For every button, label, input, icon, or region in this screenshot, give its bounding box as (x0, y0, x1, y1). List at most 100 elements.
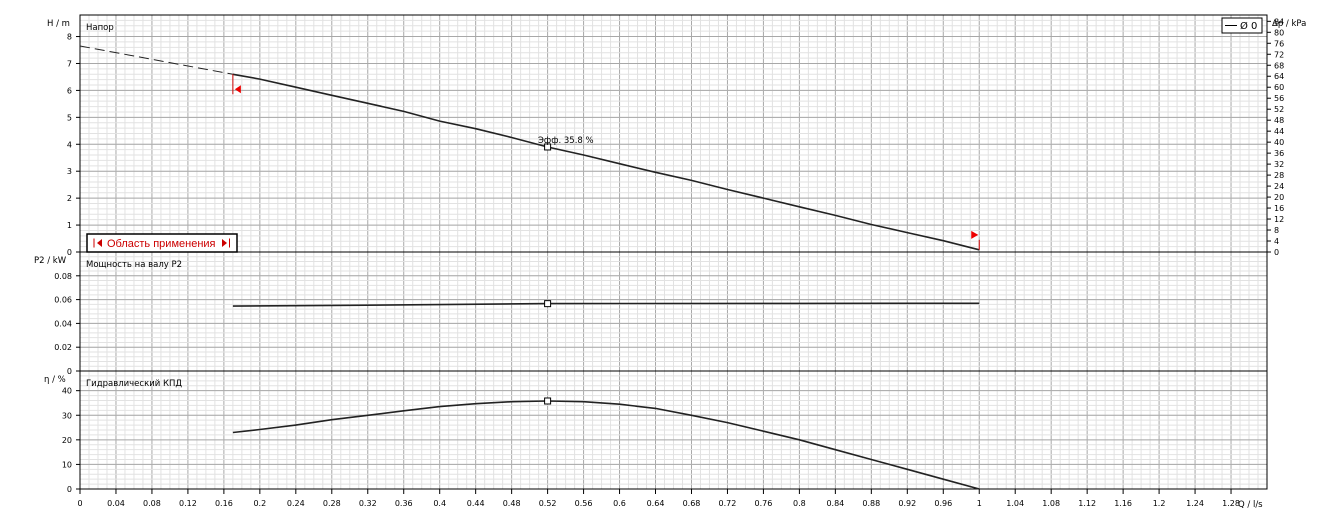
y-tick-label: 0 (67, 248, 72, 257)
x-tick-label: 0.52 (539, 499, 557, 508)
legend-label: Ø 0 (1240, 20, 1257, 32)
x-tick-label: 0.96 (934, 499, 952, 508)
curve-extrapolated (79, 45, 233, 75)
range-left-triangle-icon (97, 239, 102, 247)
application-range-box (86, 233, 238, 253)
x-tick-label: 0.2 (253, 499, 266, 508)
series-layer (79, 45, 980, 490)
x-tick-label: 0.56 (575, 499, 593, 508)
x-tick-label: 0.16 (215, 499, 233, 508)
y2-tick-label: 48 (1274, 116, 1284, 125)
range-right-triangle-icon (222, 239, 227, 247)
y2-tick-label: 0 (1274, 248, 1279, 257)
y2-tick-label: 56 (1274, 94, 1284, 103)
y2-tick-label: 4 (1274, 237, 1279, 246)
x-tick-label: 1.16 (1114, 499, 1132, 508)
y-tick-label: 0.08 (54, 272, 72, 281)
y2-tick-label: 16 (1274, 204, 1284, 213)
y2-tick-label: 24 (1274, 182, 1284, 191)
y-tick-label: 30 (62, 411, 72, 420)
x-tick-label: 1.04 (1006, 499, 1024, 508)
x-tick-label: 0.08 (143, 499, 161, 508)
x-tick-label: 0.28 (323, 499, 341, 508)
x-tick-label: 0.64 (647, 499, 665, 508)
x-tick-label: 0.24 (287, 499, 305, 508)
y-tick-label: 7 (67, 59, 72, 68)
y-tick-label: 4 (67, 140, 72, 149)
y2-tick-label: 40 (1274, 138, 1284, 147)
x-tick-label: 0.72 (719, 499, 737, 508)
y-tick-label: 2 (67, 194, 72, 203)
axes-layer (76, 14, 1271, 494)
y-tick-label: 40 (62, 387, 72, 396)
x-tick-label: 0.88 (862, 499, 880, 508)
range-end-flag-icon (971, 230, 979, 239)
panel-frame (79, 370, 1268, 490)
x-tick-label: 0.36 (395, 499, 413, 508)
x-tick-label: 0.8 (793, 499, 806, 508)
application-range-label: Область применения (107, 238, 216, 250)
legend: Ø 0 (1221, 17, 1263, 34)
y2-tick-label: 84 (1274, 17, 1284, 26)
x-tick-label: 1.28 (1222, 499, 1240, 508)
y2-tick-label: 80 (1274, 28, 1284, 37)
x-tick-label: 1.2 (1153, 499, 1166, 508)
duty-point-marker (544, 143, 552, 151)
y-tick-label: 5 (67, 113, 72, 122)
y-tick-label: 0 (67, 367, 72, 376)
x-tick-label: 0.92 (898, 499, 916, 508)
y2-tick-label: 72 (1274, 50, 1284, 59)
duty-point-marker (544, 300, 552, 308)
power-panel-title: Мощность на валу P2 (86, 260, 182, 270)
application-range-legend: Область применения (86, 233, 238, 253)
x-tick-label: 0.44 (467, 499, 485, 508)
y-tick-label: 10 (62, 460, 72, 469)
legend-box (1221, 17, 1263, 34)
y-tick-label: 3 (67, 167, 72, 176)
x-tick-label: 1.12 (1078, 499, 1096, 508)
x-tick-label: 0.68 (683, 499, 701, 508)
head-panel-title: Напор (86, 23, 114, 33)
y-tick-label: 20 (62, 436, 72, 445)
head-axis-label: H / m (47, 19, 70, 29)
x-tick-label: 0.04 (107, 499, 125, 508)
pressure-axis-label: Δp / kPa (1272, 19, 1306, 29)
x-tick-label: 1.08 (1042, 499, 1060, 508)
y2-tick-label: 32 (1274, 160, 1284, 169)
x-tick-label: 0 (77, 499, 82, 508)
y2-tick-label: 64 (1274, 72, 1284, 81)
x-tick-label: 0.6 (613, 499, 626, 508)
curve-line (232, 73, 980, 251)
power-axis-label: P2 / kW (34, 256, 67, 266)
x-tick-label: 0.48 (503, 499, 521, 508)
y2-tick-label: 28 (1274, 171, 1284, 180)
y2-tick-label: 76 (1274, 39, 1284, 48)
x-tick-label: 0.4 (433, 499, 446, 508)
y2-tick-label: 68 (1274, 61, 1284, 70)
x-tick-label: 0.76 (755, 499, 773, 508)
y2-tick-label: 20 (1274, 193, 1284, 202)
x-tick-label: 1.24 (1186, 499, 1204, 508)
x-tick-label: 0.32 (359, 499, 377, 508)
x-tick-label: 0.12 (179, 499, 197, 508)
y-tick-label: 1 (67, 221, 72, 230)
y2-tick-label: 60 (1274, 83, 1284, 92)
y2-tick-label: 8 (1274, 226, 1279, 235)
range-start-flag-icon (234, 85, 241, 94)
x-tick-label: 1 (977, 499, 982, 508)
flow-axis-label: Q / l/s (1238, 500, 1263, 510)
y-tick-label: 0.06 (54, 296, 72, 305)
efficiency-axis-label: η / % (44, 375, 66, 385)
y-tick-label: 6 (67, 86, 72, 95)
curve-line (232, 400, 980, 490)
duty-point-marker (544, 397, 552, 405)
label-layer: 01234567800.020.040.060.0801020304004812… (54, 17, 1284, 508)
y-tick-label: 0.02 (54, 343, 72, 352)
y2-tick-label: 44 (1274, 127, 1284, 136)
y2-tick-label: 36 (1274, 149, 1284, 158)
y2-tick-label: 52 (1274, 105, 1284, 114)
y-tick-label: 8 (67, 33, 72, 42)
y-tick-label: 0 (67, 485, 72, 494)
efficiency-annotation: Эфф. 35.8 % (538, 136, 594, 146)
